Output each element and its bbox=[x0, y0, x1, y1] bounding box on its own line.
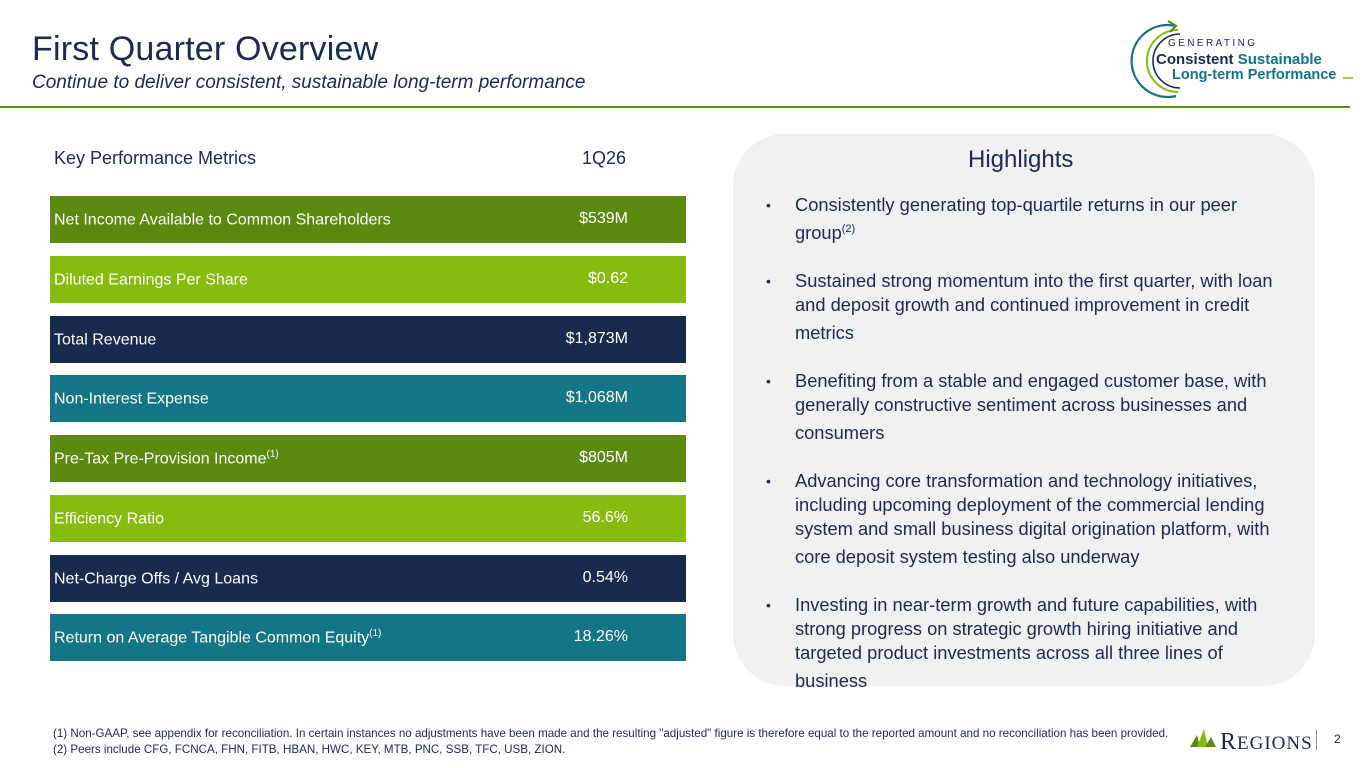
bullet-icon: • bbox=[766, 197, 771, 213]
metric-value: $805M bbox=[579, 449, 628, 466]
page-title: First Quarter Overview bbox=[32, 30, 379, 68]
metric-value: $1,068M bbox=[565, 389, 628, 406]
bullet-icon: • bbox=[766, 373, 771, 390]
regions-wordmark: REGIONS bbox=[1220, 729, 1313, 755]
badge-line2b: Sustainable bbox=[1237, 51, 1322, 68]
metric-label: Return on Average Tangible Common Equity… bbox=[54, 628, 382, 647]
tagline-badge: GENERATING Consistent Sustainable Long-t… bbox=[1128, 18, 1353, 98]
metrics-header: Key Performance Metrics 1Q26 bbox=[54, 148, 634, 169]
metric-label: Diluted Earnings Per Share bbox=[54, 271, 248, 289]
metric-row-rotce: Return on Average Tangible Common Equity… bbox=[50, 614, 686, 661]
metric-value: $0.62 bbox=[587, 270, 628, 287]
regions-logo: REGIONS bbox=[1188, 727, 1318, 755]
metric-row-net-income: Net Income Available to Common Sharehold… bbox=[50, 196, 686, 243]
metric-value: 0.54% bbox=[582, 569, 628, 586]
metric-value: $1,873M bbox=[565, 330, 628, 347]
circular-arrow-icon bbox=[1130, 20, 1353, 98]
metric-label: Pre-Tax Pre-Provision Income(1) bbox=[54, 449, 279, 468]
highlight-item: • Consistently generating top-quartile re… bbox=[766, 194, 1238, 244]
metric-row-net-charge-offs: Net-Charge Offs / Avg Loans 0.54% bbox=[50, 555, 686, 602]
badge-line3: Long-term Performance bbox=[1172, 67, 1337, 83]
bullet-icon: • bbox=[766, 473, 771, 490]
metrics-header-label: Key Performance Metrics bbox=[54, 148, 257, 168]
badge-line2: Consistent Sustainable bbox=[1156, 51, 1322, 68]
regions-leaf-icon bbox=[1190, 729, 1216, 747]
metric-row-non-interest-expense: Non-Interest Expense $1,068M bbox=[50, 375, 686, 422]
highlight-item: • Benefiting from a stable and engaged cu… bbox=[766, 370, 1267, 444]
header-rule bbox=[0, 106, 1350, 108]
metric-label: Efficiency Ratio bbox=[54, 510, 164, 528]
highlights-panel bbox=[733, 134, 1315, 686]
metric-label: Net Income Available to Common Sharehold… bbox=[54, 211, 391, 229]
footnote: (1) Non-GAAP, see appendix for reconcili… bbox=[53, 727, 1169, 756]
bullet-icon: • bbox=[766, 597, 771, 614]
highlight-item: • Advancing core transformation and techn… bbox=[766, 470, 1270, 568]
bullet-icon: • bbox=[766, 273, 771, 290]
metric-value: 18.26% bbox=[573, 628, 628, 645]
highlights-list: • Consistently generating top-quartile re… bbox=[766, 193, 1296, 717]
metric-value: $539M bbox=[579, 210, 628, 227]
metrics-header-period: 1Q26 bbox=[582, 148, 627, 168]
metric-row-efficiency-ratio: Efficiency Ratio 56.6% bbox=[50, 495, 686, 542]
page-subtitle: Continue to deliver consistent, sustaina… bbox=[32, 72, 586, 93]
metric-value: 56.6% bbox=[582, 509, 628, 526]
badge-line1: GENERATING bbox=[1168, 38, 1258, 49]
badge-line2a: Consistent bbox=[1156, 51, 1234, 68]
highlights-title: Highlights bbox=[968, 146, 1074, 173]
metric-label: Non-Interest Expense bbox=[54, 390, 209, 408]
page-number: 2 bbox=[1334, 732, 1341, 746]
metric-label: Net-Charge Offs / Avg Loans bbox=[54, 570, 258, 588]
metric-row-diluted-eps: Diluted Earnings Per Share $0.62 bbox=[50, 256, 686, 303]
highlight-item: • Sustained strong momentum into the firs… bbox=[766, 270, 1273, 344]
metric-row-pre-tax-pre-provision: Pre-Tax Pre-Provision Income(1) $805M bbox=[50, 435, 686, 482]
footer-separator bbox=[1316, 730, 1317, 750]
highlight-item: • Investing in near-term growth and futur… bbox=[766, 594, 1258, 692]
metric-label: Total Revenue bbox=[54, 331, 157, 349]
metric-row-total-revenue: Total Revenue $1,873M bbox=[50, 316, 686, 363]
